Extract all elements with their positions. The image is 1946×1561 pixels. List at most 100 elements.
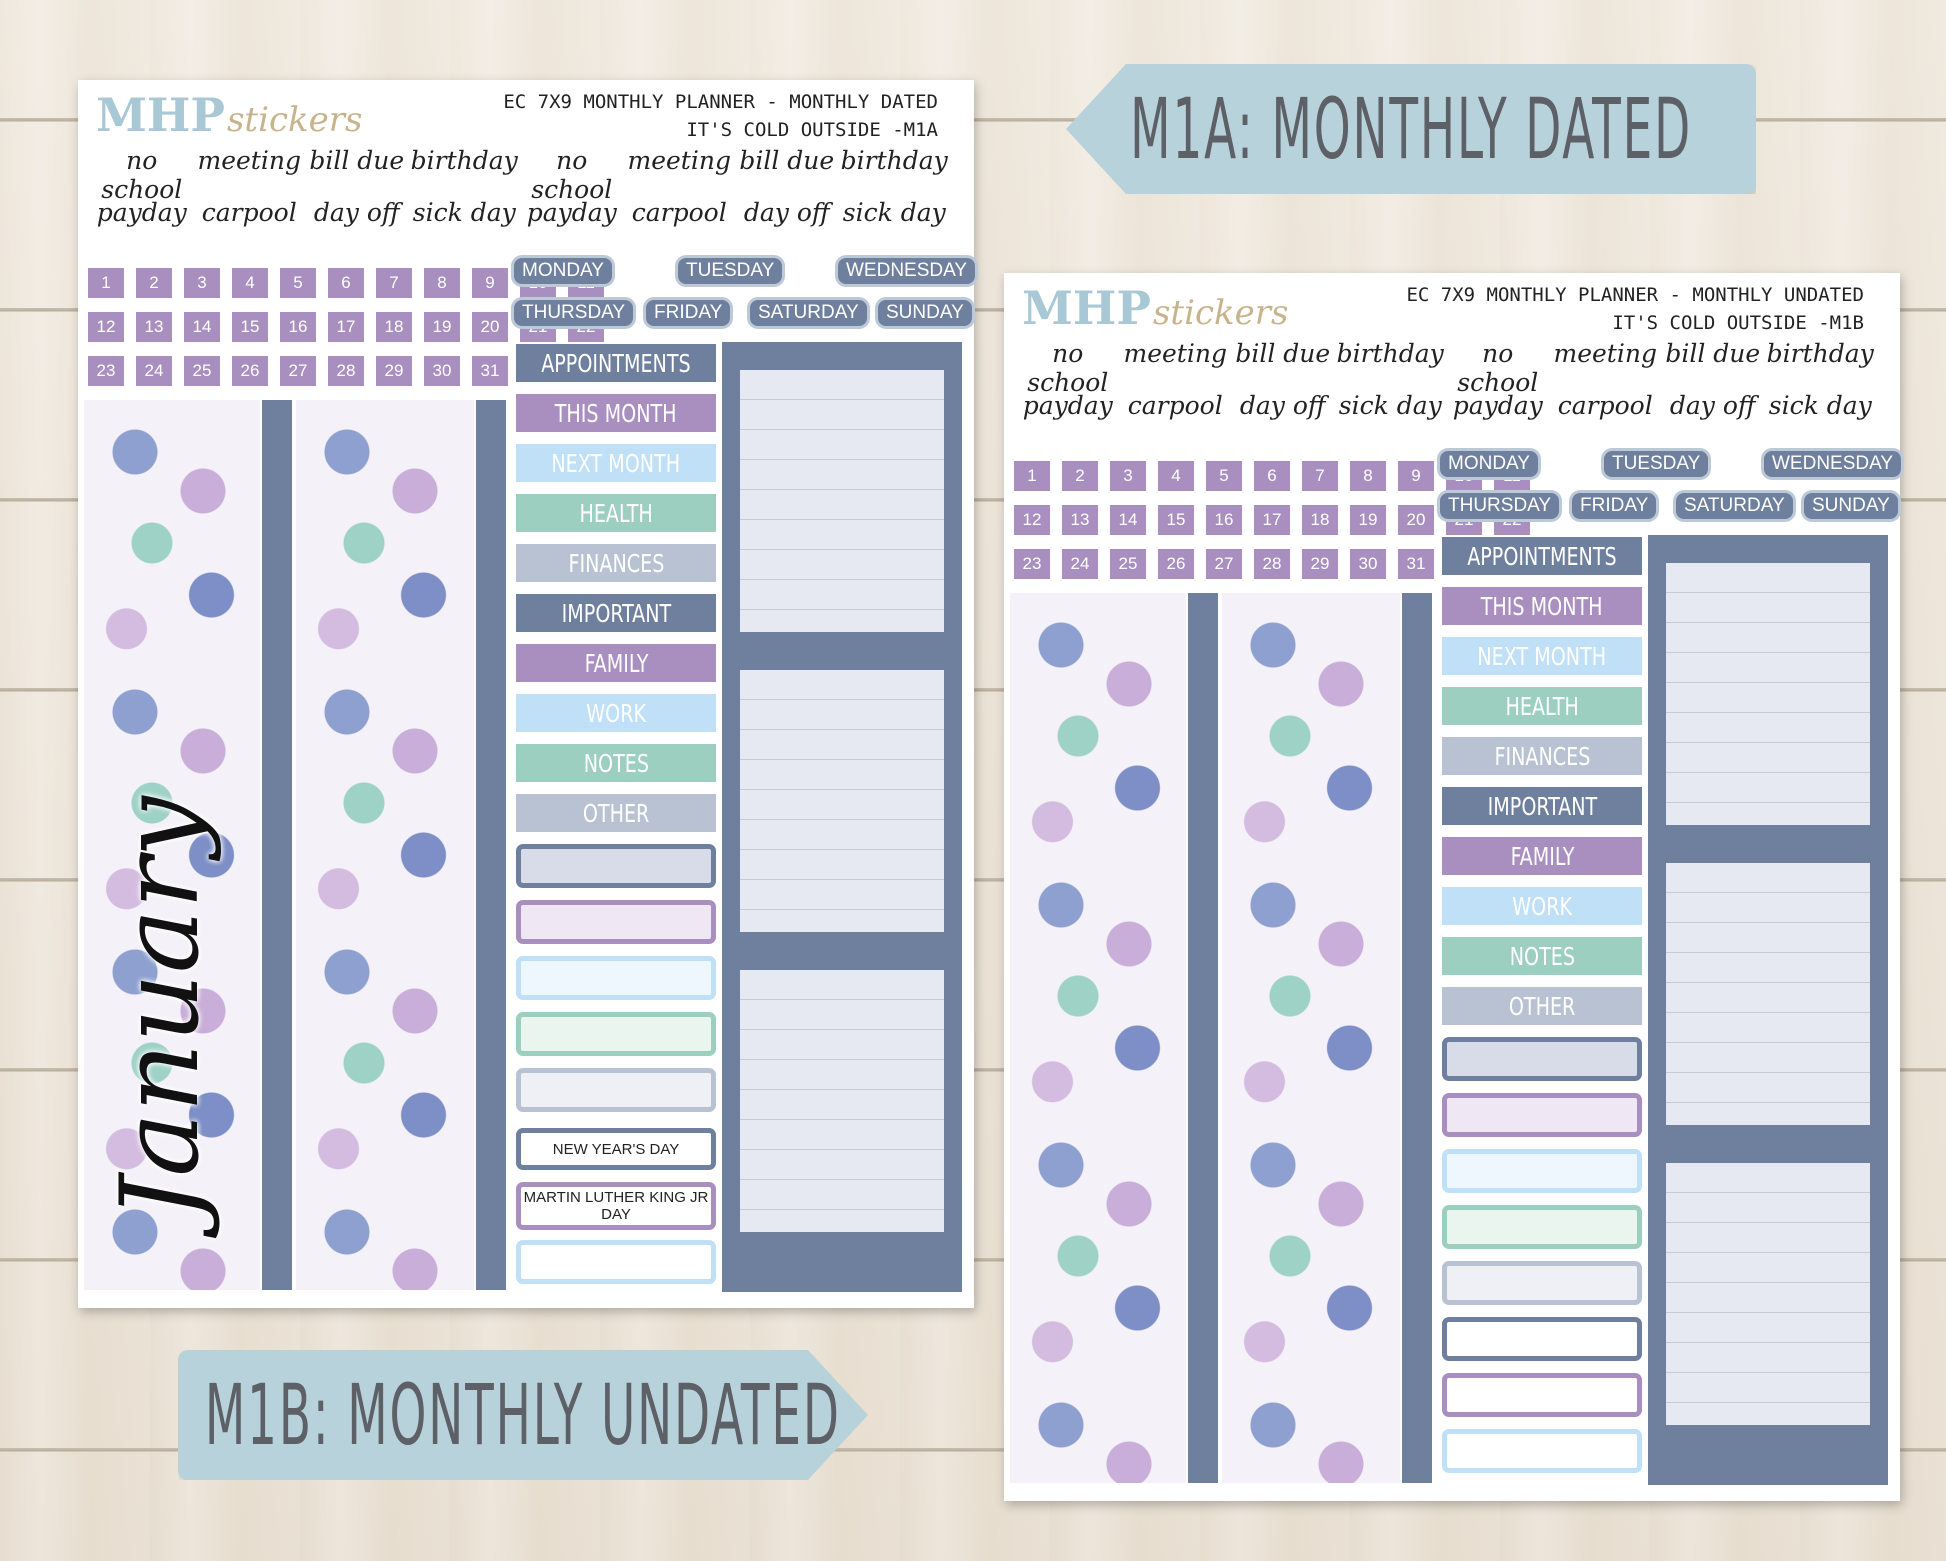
category-label-text: NEXT MONTH (551, 448, 681, 478)
word-sticker: sick day (1768, 391, 1872, 420)
category-label-sticker: NOTES (516, 744, 716, 782)
lined-note-box (1666, 563, 1870, 825)
word-sticker-row: payday carpool day off sick day payday carpoo… (1014, 391, 1874, 420)
category-label-sticker: NEXT MONTH (1442, 637, 1642, 675)
holiday-label-sticker: MARTIN LUTHER KING JR DAY (516, 1182, 716, 1230)
lined-note-box (740, 670, 944, 932)
category-label-text: WORK (586, 698, 646, 728)
word-sticker: payday (1452, 391, 1543, 420)
weekday-sticker: TUESDAY (678, 258, 783, 284)
word-sticker: day off (1669, 391, 1756, 420)
sheet-subtitle: IT'S COLD OUTSIDE -M1A (686, 119, 938, 141)
date-number-sticker: 31 (1398, 549, 1434, 579)
category-label-sticker: FAMILY (516, 644, 716, 682)
lined-note-box (740, 370, 944, 632)
word-sticker: sick day (842, 198, 946, 227)
category-label-text: IMPORTANT (561, 598, 671, 628)
date-number-sticker: 16 (1206, 505, 1242, 535)
date-number-sticker: 26 (232, 356, 268, 386)
date-number-sticker: 30 (424, 356, 460, 386)
date-number-sticker: 17 (1254, 505, 1290, 535)
blank-label-box (1442, 1149, 1642, 1193)
date-number-sticker: 23 (1014, 549, 1050, 579)
vertical-slate-bar (476, 400, 506, 1290)
sticker-sheet-m1b: MHPstickers EC 7X9 MONTHLY PLANNER - MON… (1004, 273, 1902, 1501)
word-sticker: no school (101, 146, 183, 204)
category-label-sticker: FAMILY (1442, 837, 1642, 875)
date-number-sticker: 31 (472, 356, 508, 386)
category-label-sticker: THIS MONTH (1442, 587, 1642, 625)
category-label-sticker: OTHER (516, 794, 716, 832)
category-label-text: IMPORTANT (1487, 791, 1597, 821)
category-label-sticker: OTHER (1442, 987, 1642, 1025)
date-number-sticker: 20 (472, 312, 508, 342)
month-script-label: January (98, 796, 223, 1220)
word-sticker: day off (313, 198, 400, 227)
date-number-sticker: 29 (376, 356, 412, 386)
date-number-sticker: 12 (1014, 505, 1050, 535)
date-number-sticker: 27 (280, 356, 316, 386)
date-number-sticker: 13 (1062, 505, 1098, 535)
blank-label-box (516, 956, 716, 1000)
word-sticker: payday (1022, 391, 1113, 420)
date-number-sticker: 28 (1254, 549, 1290, 579)
date-number-sticker: 18 (1302, 505, 1338, 535)
word-sticker: meeting (627, 146, 731, 175)
word-sticker: sick day (1338, 391, 1442, 420)
word-sticker: carpool (201, 198, 297, 227)
word-sticker: day off (1239, 391, 1326, 420)
date-number-sticker: 30 (1350, 549, 1386, 579)
date-number-sticker: 9 (1398, 461, 1434, 491)
word-sticker: sick day (412, 198, 516, 227)
date-number-sticker: 3 (1110, 461, 1146, 491)
blank-label-box (1442, 1205, 1642, 1249)
blank-label-box (516, 900, 716, 944)
category-label-sticker: APPOINTMENTS (1442, 537, 1642, 575)
mitten-pattern-strip (1010, 593, 1186, 1483)
banner-monthly-undated: M1B: MONTHLY UNDATED (178, 1350, 868, 1480)
category-label-text: OTHER (582, 798, 650, 828)
word-sticker: birthday (1336, 339, 1444, 368)
weekday-sticker: SATURDAY (1676, 493, 1793, 519)
category-label-sticker: HEALTH (1442, 687, 1642, 725)
word-sticker: carpool (1557, 391, 1653, 420)
category-label-text: HEALTH (1505, 691, 1579, 721)
date-number-sticker: 4 (1158, 461, 1194, 491)
blank-label-box (516, 1068, 716, 1112)
sheet-title: EC 7X9 MONTHLY PLANNER - MONTHLY DATED (503, 91, 938, 113)
weekday-sticker: TUESDAY (1604, 451, 1709, 477)
category-label-sticker: FINANCES (1442, 737, 1642, 775)
date-number-sticker: 16 (280, 312, 316, 342)
lined-note-box (740, 970, 944, 1232)
date-number-sticker: 2 (1062, 461, 1098, 491)
date-number-sticker: 15 (1158, 505, 1194, 535)
date-number-sticker: 23 (88, 356, 124, 386)
word-sticker: bill due (1665, 339, 1761, 368)
category-label-text: NOTES (583, 748, 649, 778)
blank-label-box (516, 844, 716, 888)
blank-label-box (516, 1012, 716, 1056)
blank-label-box (1442, 1037, 1642, 1081)
brand-logo: MHPstickers (96, 88, 363, 142)
category-label-text: NOTES (1509, 941, 1575, 971)
word-sticker: meeting (197, 146, 301, 175)
category-label-sticker: NEXT MONTH (516, 444, 716, 482)
category-label-text: OTHER (1508, 991, 1576, 1021)
word-sticker: meeting (1123, 339, 1227, 368)
word-sticker: no school (531, 146, 613, 204)
blank-label-box (516, 1240, 716, 1284)
blank-label-box (1442, 1373, 1642, 1417)
date-number-sticker: 4 (232, 268, 268, 298)
word-sticker: carpool (1127, 391, 1223, 420)
weekday-sticker: MONDAY (1440, 451, 1538, 477)
date-number-sticker: 1 (88, 268, 124, 298)
category-label-text: WORK (1512, 891, 1572, 921)
date-number-sticker: 19 (424, 312, 460, 342)
date-number-sticker: 27 (1206, 549, 1242, 579)
date-number-sticker: 6 (1254, 461, 1290, 491)
date-number-sticker: 9 (472, 268, 508, 298)
category-label-text: THIS MONTH (1481, 591, 1603, 621)
vertical-slate-bar (1402, 593, 1432, 1483)
category-label-text: NEXT MONTH (1477, 641, 1607, 671)
date-number-sticker: 13 (136, 312, 172, 342)
